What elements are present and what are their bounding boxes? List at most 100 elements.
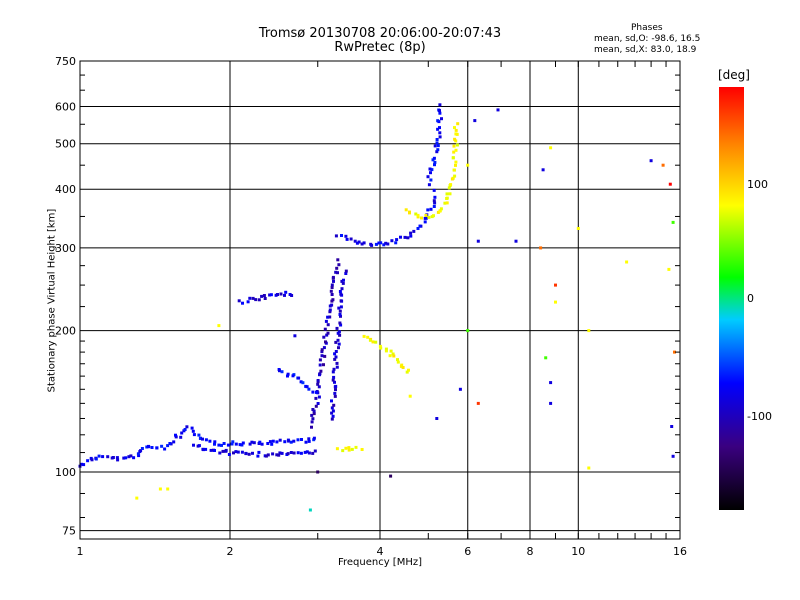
y-tick-label: 200 bbox=[55, 325, 76, 338]
data-point bbox=[226, 443, 230, 447]
data-point bbox=[139, 449, 143, 453]
data-point bbox=[106, 455, 110, 459]
data-point bbox=[384, 347, 388, 351]
data-point bbox=[310, 413, 314, 417]
data-point bbox=[576, 227, 580, 230]
data-point bbox=[140, 447, 144, 450]
data-point bbox=[370, 243, 374, 247]
data-point bbox=[466, 329, 470, 333]
data-point bbox=[311, 408, 315, 411]
data-point bbox=[374, 242, 378, 246]
data-point bbox=[197, 444, 201, 448]
x-tick-label: 6 bbox=[464, 545, 471, 558]
data-point bbox=[192, 443, 195, 447]
data-point bbox=[354, 445, 358, 449]
data-point bbox=[539, 246, 543, 250]
data-point bbox=[336, 271, 339, 275]
data-point bbox=[405, 370, 409, 374]
phase-stats-x: mean, sd,X: 83.0, 18.9 bbox=[594, 45, 697, 55]
data-point bbox=[335, 326, 339, 330]
data-point bbox=[158, 487, 162, 491]
data-point bbox=[447, 186, 451, 190]
data-point bbox=[414, 212, 418, 216]
data-point bbox=[671, 454, 675, 458]
data-point bbox=[322, 363, 325, 367]
data-point bbox=[435, 138, 439, 141]
data-point bbox=[420, 216, 423, 220]
data-point bbox=[362, 334, 366, 338]
data-point bbox=[304, 440, 308, 444]
data-point bbox=[432, 199, 436, 203]
data-point bbox=[416, 227, 420, 230]
data-point bbox=[111, 456, 115, 459]
x-tick-label: 16 bbox=[673, 545, 687, 558]
data-point bbox=[316, 382, 320, 386]
data-point bbox=[399, 235, 402, 239]
x-tick-label: 4 bbox=[377, 545, 384, 558]
data-point bbox=[454, 148, 458, 152]
data-point bbox=[252, 441, 256, 445]
data-point bbox=[337, 330, 341, 334]
data-point bbox=[587, 329, 591, 333]
data-point bbox=[280, 451, 284, 455]
data-point bbox=[339, 292, 343, 296]
data-point bbox=[473, 119, 477, 123]
data-point bbox=[322, 335, 326, 339]
data-point bbox=[241, 301, 244, 305]
data-point bbox=[244, 452, 248, 456]
data-point bbox=[234, 442, 238, 446]
data-point bbox=[230, 442, 234, 446]
data-point bbox=[428, 167, 432, 171]
data-point bbox=[217, 324, 221, 328]
data-point bbox=[122, 456, 126, 460]
data-point bbox=[307, 439, 311, 443]
data-point bbox=[330, 406, 334, 410]
data-point bbox=[330, 417, 334, 421]
data-point bbox=[337, 263, 341, 267]
x-tick-label: 8 bbox=[527, 545, 534, 558]
data-point bbox=[202, 448, 205, 452]
data-point bbox=[427, 183, 431, 187]
x-tick-label: 2 bbox=[227, 545, 234, 558]
data-point bbox=[86, 459, 90, 463]
data-point bbox=[347, 446, 351, 450]
data-point bbox=[438, 135, 442, 139]
data-point bbox=[283, 440, 287, 444]
data-point bbox=[236, 450, 240, 454]
data-point bbox=[179, 435, 183, 439]
data-point bbox=[445, 197, 449, 200]
data-point bbox=[257, 298, 261, 302]
data-point bbox=[452, 150, 456, 154]
y-tick-label: 400 bbox=[55, 183, 76, 196]
data-point bbox=[438, 103, 442, 107]
data-point bbox=[335, 365, 339, 369]
data-point bbox=[279, 292, 283, 296]
data-point bbox=[251, 451, 254, 455]
data-point bbox=[317, 385, 321, 389]
data-point bbox=[453, 137, 457, 141]
data-point bbox=[448, 192, 452, 196]
data-point bbox=[307, 451, 311, 455]
data-point bbox=[311, 417, 315, 421]
data-point bbox=[322, 346, 326, 350]
data-point bbox=[286, 374, 289, 378]
data-point bbox=[360, 448, 364, 451]
data-point bbox=[445, 201, 449, 205]
data-point bbox=[311, 390, 315, 394]
data-point bbox=[221, 449, 225, 453]
data-point bbox=[320, 348, 324, 352]
data-point bbox=[145, 445, 149, 449]
data-point bbox=[406, 236, 410, 240]
data-point bbox=[97, 454, 101, 458]
data-point bbox=[222, 442, 226, 445]
data-point bbox=[355, 241, 359, 245]
data-point bbox=[426, 175, 430, 179]
data-point bbox=[237, 299, 241, 303]
data-point bbox=[451, 156, 455, 160]
data-point bbox=[335, 266, 339, 270]
data-point bbox=[277, 453, 281, 457]
data-point bbox=[429, 178, 433, 182]
data-point bbox=[332, 375, 336, 379]
data-point bbox=[667, 267, 671, 271]
data-point bbox=[432, 156, 436, 160]
